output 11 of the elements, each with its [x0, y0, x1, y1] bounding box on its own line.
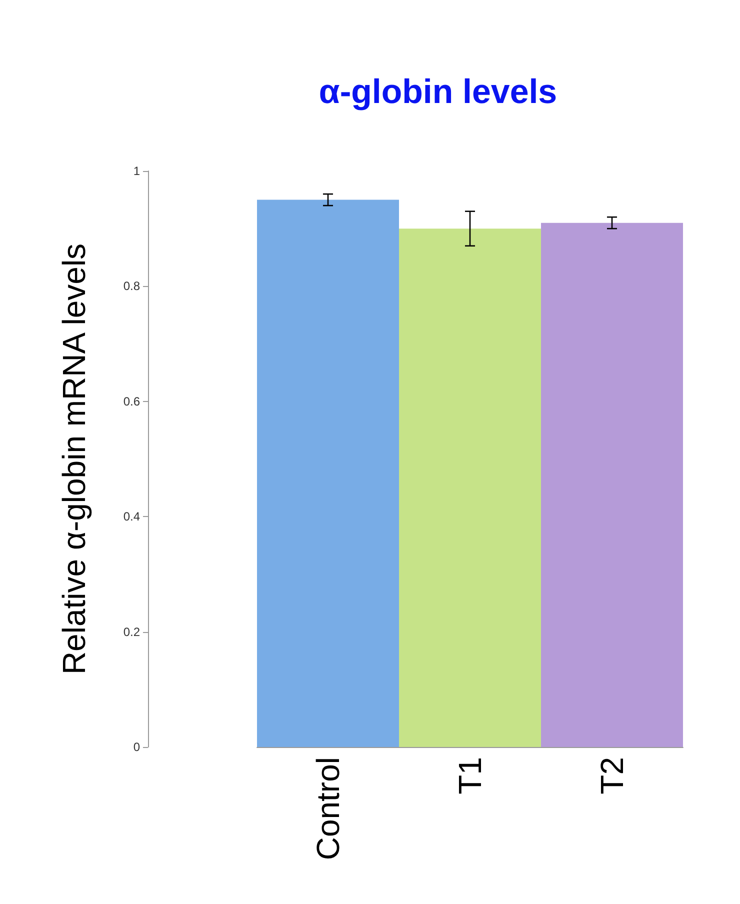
- x-tick-label: T2: [594, 757, 630, 794]
- y-tick-label: 0.8: [123, 279, 140, 294]
- y-axis-title: Relative α-globin mRNA levels: [56, 243, 92, 675]
- y-tick-label: 0.2: [123, 624, 140, 639]
- x-tick-label: T1: [452, 757, 488, 794]
- y-tick-label: 0: [133, 740, 140, 754]
- y-tick-label: 1: [133, 164, 140, 178]
- chart-title: α-globin levels: [318, 73, 558, 111]
- y-tick-label: 0.6: [123, 394, 140, 408]
- y-tick-label: 0.4: [123, 510, 140, 524]
- x-tick-label: Control: [310, 757, 346, 860]
